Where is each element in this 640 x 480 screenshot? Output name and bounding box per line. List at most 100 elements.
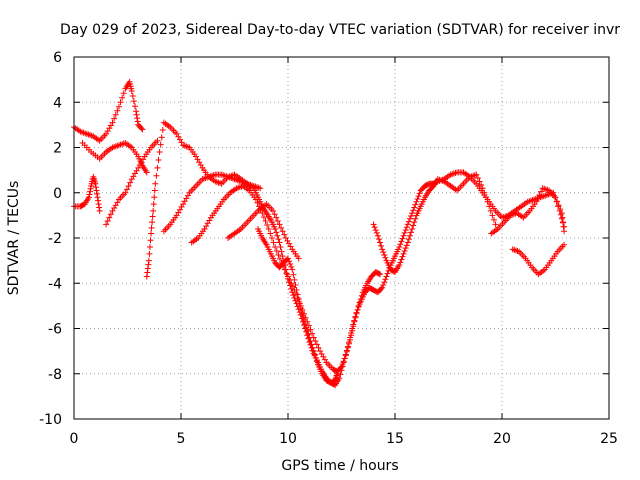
data-point	[271, 211, 278, 218]
data-point	[336, 375, 343, 382]
data-point	[290, 271, 297, 278]
data-point	[559, 219, 566, 226]
data-point	[94, 194, 101, 201]
data-point	[154, 137, 161, 144]
x-tick-label: 5	[177, 431, 186, 447]
data-point	[265, 225, 272, 232]
data-point	[412, 201, 419, 208]
data-point	[292, 281, 299, 288]
data-point	[404, 221, 411, 228]
data-point	[117, 99, 124, 106]
data-point	[396, 244, 403, 251]
y-tick-label: -10	[39, 412, 62, 428]
data-point	[406, 215, 413, 222]
axis-ticks	[73, 56, 610, 420]
data-point	[374, 232, 381, 239]
data-point	[405, 236, 412, 243]
data-point	[378, 242, 385, 249]
data-point	[339, 361, 346, 368]
data-point	[302, 320, 309, 327]
data-point	[414, 195, 421, 202]
data-point	[148, 230, 155, 237]
data-point	[408, 229, 415, 236]
series-track-g	[188, 182, 384, 375]
data-point	[313, 358, 320, 365]
data-point	[401, 248, 408, 255]
data-point	[149, 219, 156, 226]
y-tick-label: -4	[48, 276, 62, 292]
data-point	[473, 171, 480, 178]
data-point	[159, 126, 166, 133]
data-point	[128, 87, 135, 94]
data-point	[404, 239, 411, 246]
data-point	[289, 266, 296, 273]
data-point	[272, 225, 279, 232]
data-point	[270, 207, 277, 214]
data-point	[380, 249, 387, 256]
data-point	[133, 111, 140, 118]
data-point	[492, 221, 499, 228]
data-point	[561, 228, 568, 235]
data-point	[270, 239, 277, 246]
data-point	[273, 229, 280, 236]
series-track-d	[103, 137, 161, 228]
data-point	[554, 198, 561, 205]
data-point	[286, 258, 293, 265]
data-point	[490, 216, 497, 223]
data-point	[481, 189, 488, 196]
data-point	[349, 327, 356, 334]
data-point	[295, 255, 302, 262]
data-point	[315, 344, 322, 351]
data-point	[293, 287, 300, 294]
data-point	[381, 251, 388, 258]
data-point	[553, 198, 560, 205]
data-point	[272, 244, 279, 251]
data-point	[288, 263, 295, 270]
series-track-c	[71, 173, 103, 214]
y-tick-label: 4	[53, 95, 62, 111]
data-point	[277, 244, 284, 251]
data-point	[290, 292, 297, 299]
data-point	[276, 255, 283, 262]
data-point	[254, 199, 261, 206]
data-point	[156, 149, 163, 156]
data-point	[134, 115, 141, 122]
data-point	[95, 201, 102, 208]
x-tick-label: 20	[493, 431, 511, 447]
data-point	[273, 248, 280, 255]
data-point	[143, 169, 150, 176]
data-point	[85, 194, 92, 201]
data-point	[379, 284, 386, 291]
data-point	[114, 107, 121, 114]
data-point	[482, 194, 489, 201]
data-point	[476, 178, 483, 185]
data-point	[334, 370, 341, 377]
data-point	[274, 232, 281, 239]
data-point	[383, 273, 390, 280]
data-point	[379, 246, 386, 253]
data-point	[131, 103, 138, 110]
y-axis-label: SDTVAR / TECUs	[6, 181, 22, 296]
data-point	[120, 90, 127, 97]
data-point	[153, 172, 160, 179]
data-point	[309, 330, 316, 337]
data-point	[371, 224, 378, 231]
data-point	[106, 214, 113, 221]
data-point	[304, 327, 311, 334]
data-point	[152, 180, 159, 187]
data-point	[96, 204, 103, 211]
data-point	[279, 228, 286, 235]
data-point	[112, 111, 119, 118]
data-point	[402, 245, 409, 252]
series-track-h	[225, 201, 302, 262]
data-point	[338, 363, 345, 370]
data-point	[129, 93, 136, 100]
data-point	[134, 118, 141, 125]
data-point	[411, 219, 418, 226]
data-point	[87, 185, 94, 192]
data-point	[397, 259, 404, 266]
data-point	[308, 341, 315, 348]
data-point	[347, 336, 354, 343]
data-point	[406, 232, 413, 239]
data-point	[285, 255, 291, 262]
